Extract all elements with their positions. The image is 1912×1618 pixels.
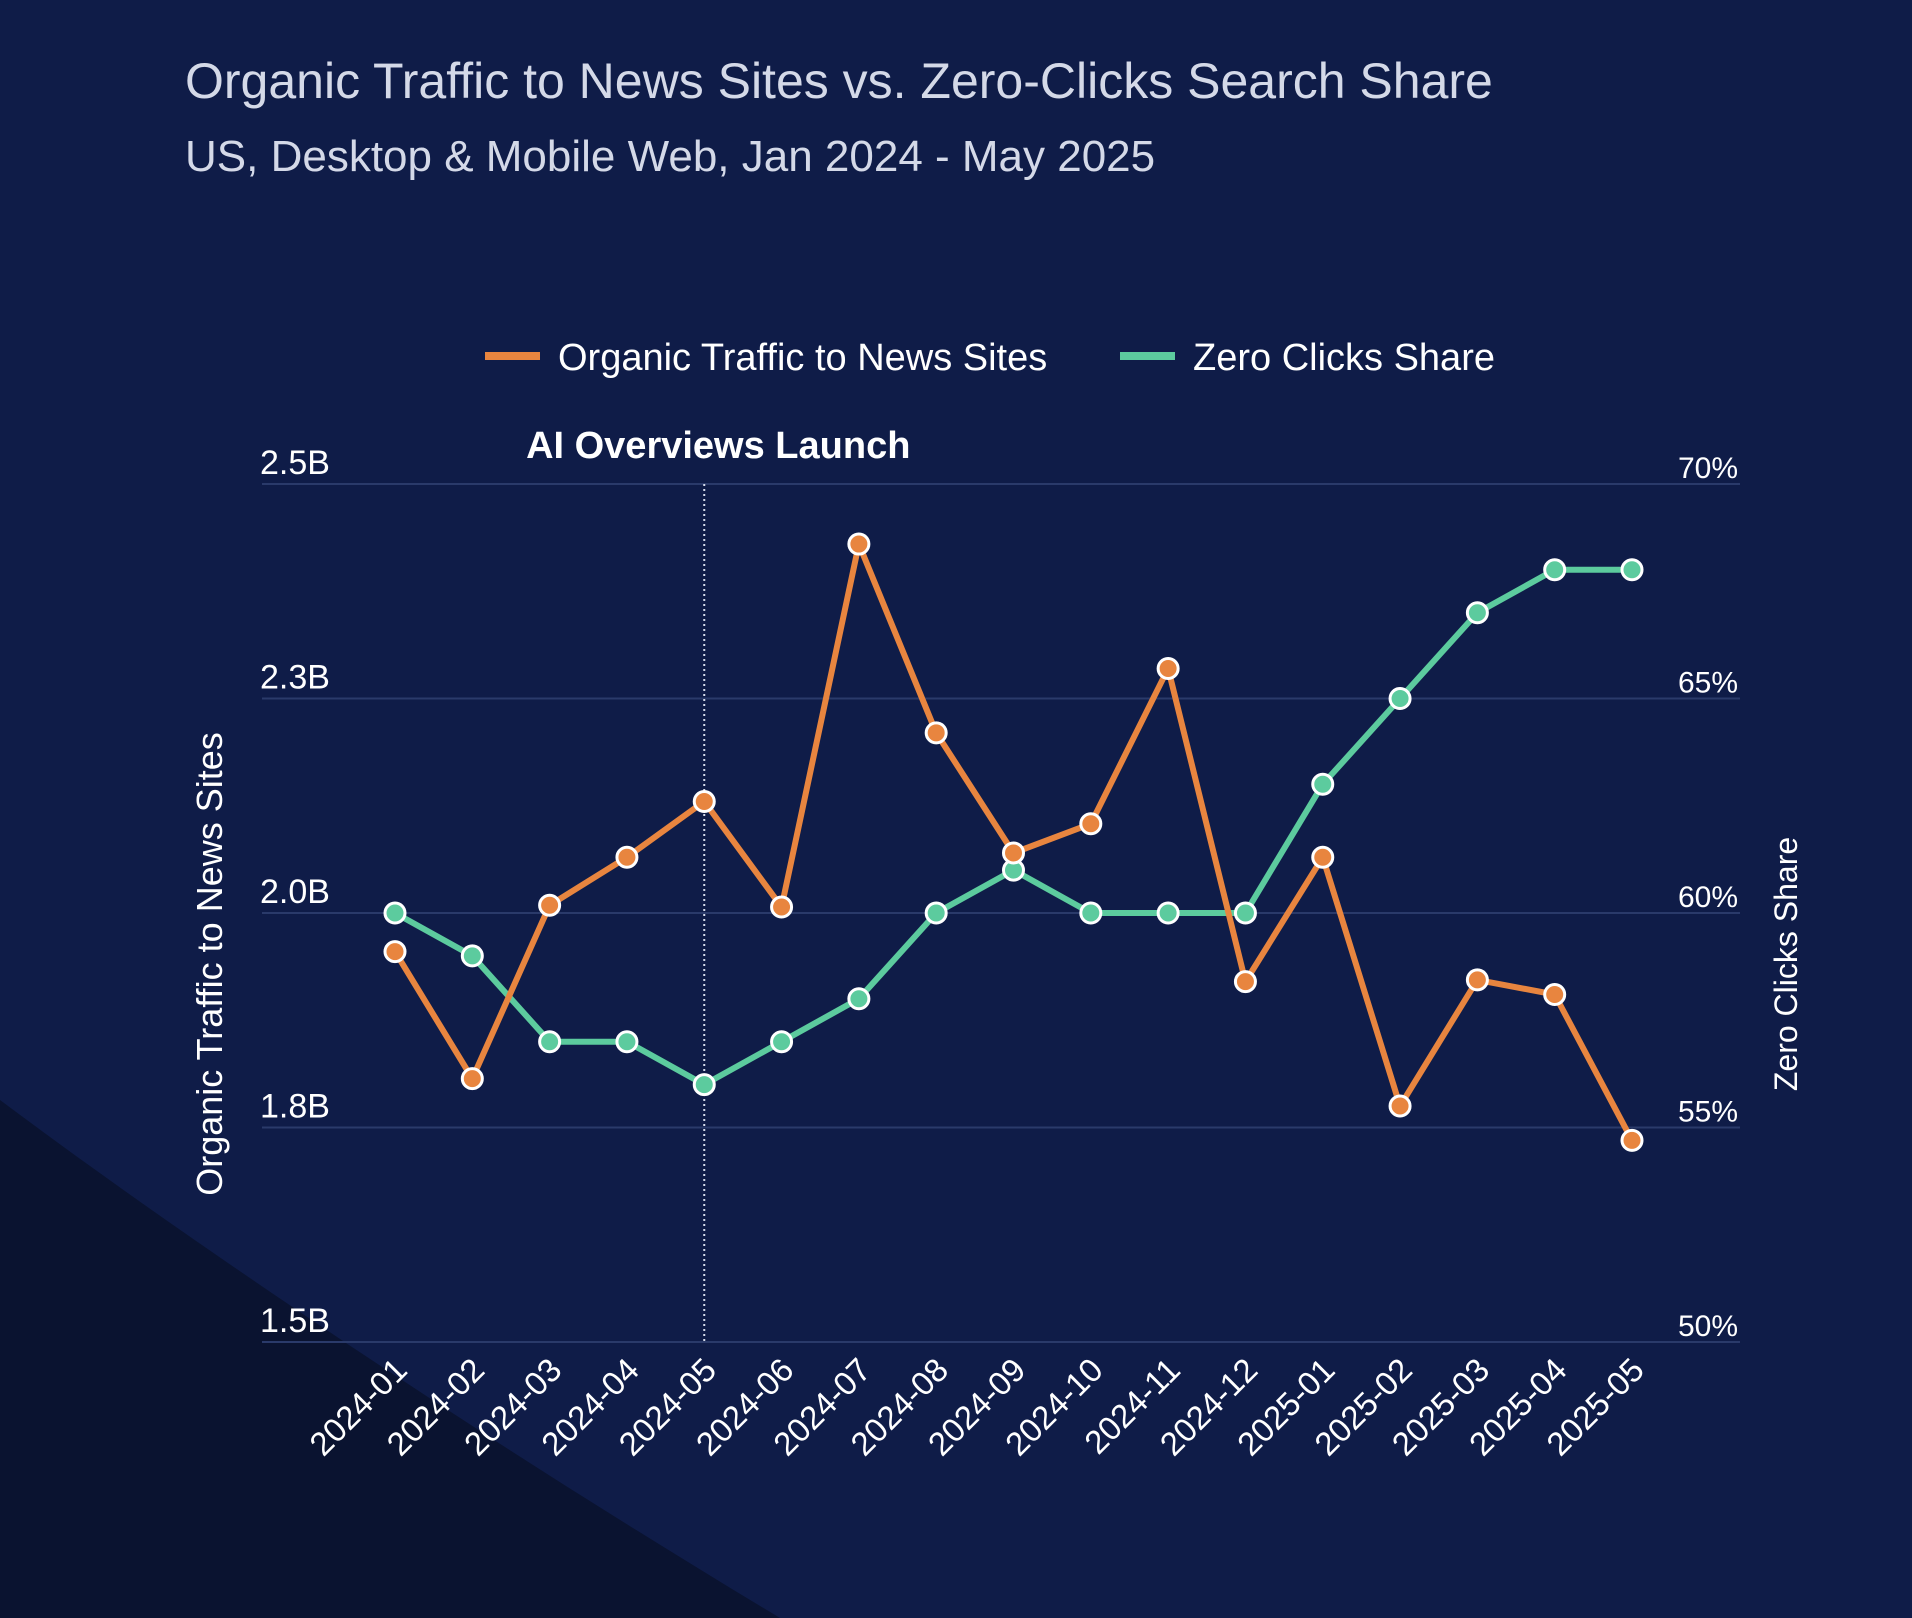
- right-tick-label: 50%: [1678, 1310, 1738, 1343]
- data-point-zero-clicks: [1620, 558, 1644, 582]
- data-point-organic-traffic: [383, 940, 407, 964]
- right-axis-ticks: 50% 55% 60% 65% 70%: [1678, 452, 1738, 1343]
- series-line-zero-clicks: [392, 566, 1635, 1088]
- data-point-organic-traffic: [692, 789, 716, 813]
- data-point-organic-traffic: [615, 845, 639, 869]
- right-tick-label: 65%: [1678, 667, 1738, 700]
- data-point-organic-traffic: [1388, 1094, 1412, 1118]
- data-point-organic-traffic: [1543, 983, 1567, 1007]
- data-point-organic-traffic: [1002, 841, 1025, 865]
- data-point-zero-clicks: [615, 1030, 639, 1054]
- legend-item-organic-traffic[interactable]: Organic Traffic to News Sites: [485, 337, 1047, 379]
- chart-subtitle: US, Desktop & Mobile Web, Jan 2024 - May…: [185, 132, 1156, 181]
- data-point-organic-traffic: [460, 1067, 484, 1091]
- data-point-zero-clicks: [1233, 901, 1257, 925]
- data-point-organic-traffic: [1620, 1128, 1644, 1152]
- data-point-zero-clicks: [847, 987, 871, 1011]
- right-tick-label: 70%: [1678, 452, 1738, 485]
- legend: Organic Traffic to News Sites Zero Click…: [485, 337, 1495, 379]
- data-point-organic-traffic: [1079, 812, 1103, 836]
- data-point-zero-clicks: [460, 944, 484, 968]
- left-tick-label: 2.5B: [260, 444, 330, 482]
- data-point-organic-traffic: [924, 721, 948, 745]
- grid-lines: [262, 483, 1740, 1343]
- data-point-zero-clicks: [1388, 687, 1412, 710]
- data-point-organic-traffic: [1311, 845, 1335, 869]
- data-point-zero-clicks: [383, 901, 407, 925]
- data-point-zero-clicks: [770, 1030, 794, 1054]
- legend-label-zero-clicks: Zero Clicks Share: [1193, 337, 1495, 379]
- left-tick-label: 2.0B: [260, 873, 330, 911]
- data-point-zero-clicks: [1311, 772, 1335, 796]
- annotation: AI Overviews Launch: [526, 425, 910, 1342]
- x-axis-ticks: 2024-012024-022024-032024-042024-052024-…: [302, 1351, 1651, 1463]
- legend-item-zero-clicks[interactable]: Zero Clicks Share: [1120, 337, 1495, 379]
- series-points: [383, 532, 1644, 1152]
- left-axis-label: Organic Traffic to News Sites: [189, 732, 230, 1196]
- data-point-zero-clicks: [538, 1030, 562, 1054]
- data-point-organic-traffic: [770, 895, 794, 919]
- right-axis-label: Zero Clicks Share: [1768, 837, 1804, 1091]
- annotation-label: AI Overviews Launch: [526, 425, 910, 467]
- data-point-organic-traffic: [847, 532, 871, 556]
- right-tick-label: 60%: [1678, 881, 1738, 914]
- left-tick-label: 1.5B: [260, 1302, 330, 1340]
- data-point-zero-clicks: [1156, 901, 1180, 925]
- data-point-zero-clicks: [692, 1073, 716, 1097]
- left-axis-ticks: 1.5B 1.8B 2.0B 2.3B 2.5B: [260, 444, 330, 1340]
- left-tick-label: 2.3B: [260, 659, 330, 697]
- data-point-zero-clicks: [1543, 558, 1567, 582]
- data-point-organic-traffic: [1465, 968, 1489, 992]
- data-point-organic-traffic: [538, 893, 562, 917]
- chart-title: Organic Traffic to News Sites vs. Zero-C…: [185, 53, 1493, 109]
- legend-label-organic-traffic: Organic Traffic to News Sites: [558, 337, 1047, 379]
- data-point-zero-clicks: [1079, 901, 1103, 925]
- left-tick-label: 1.8B: [260, 1088, 330, 1126]
- data-point-organic-traffic: [1156, 656, 1180, 680]
- data-point-organic-traffic: [1233, 970, 1257, 994]
- data-point-zero-clicks: [1465, 601, 1489, 625]
- data-point-zero-clicks: [924, 901, 948, 925]
- right-tick-label: 55%: [1678, 1096, 1738, 1129]
